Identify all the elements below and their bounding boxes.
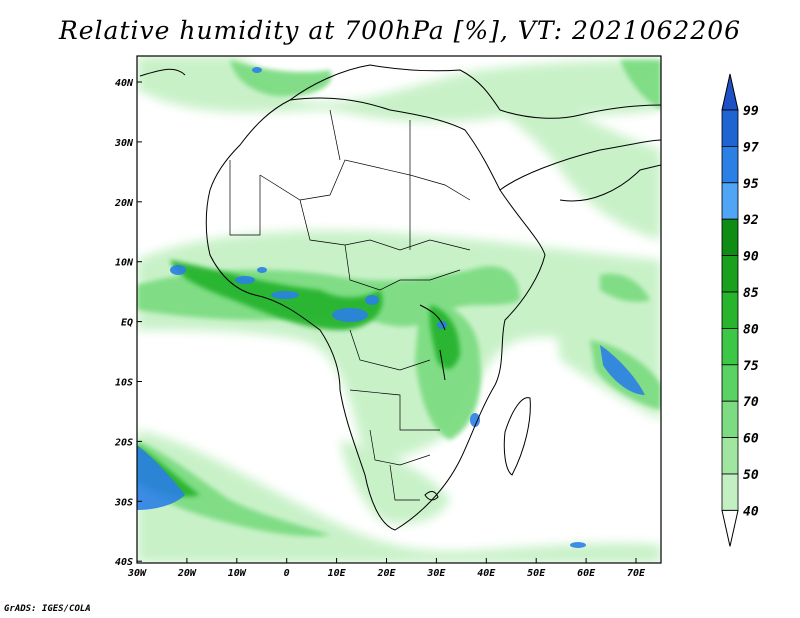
colorbar-label: 99 xyxy=(743,104,759,119)
lon-tick-label: 70E xyxy=(627,568,646,579)
lon-tick-label: 40E xyxy=(477,568,496,579)
colorbar-label: 95 xyxy=(743,177,759,192)
colorbar-label: 92 xyxy=(743,213,759,228)
colorbar-label: 80 xyxy=(743,322,759,337)
colorbar-segment xyxy=(721,400,739,439)
colorbar-label: 50 xyxy=(743,468,759,483)
saturated-patches xyxy=(137,67,645,548)
colorbar-segment xyxy=(721,473,739,511)
humidity-field xyxy=(137,56,661,563)
map-title: Relative humidity at 700hPa [%], VT: 202… xyxy=(58,16,742,45)
lat-tick-label: EQ xyxy=(121,318,133,329)
colorbar: 99 97 95 92 90 85 80 75 70 60 50 40 xyxy=(721,73,759,547)
colorbar-label: 97 xyxy=(743,140,759,155)
colorbar-segment xyxy=(721,182,739,220)
colorbar-segment xyxy=(721,327,739,366)
lon-tick-label: 20E xyxy=(376,568,396,579)
colorbar-segment xyxy=(721,437,739,475)
colorbar-segment xyxy=(721,109,739,147)
lat-tick-label: 40S xyxy=(115,557,133,568)
colorbar-top-arrow xyxy=(721,73,739,111)
colorbar-label: 60 xyxy=(743,432,759,447)
lat-tick-label: 30S xyxy=(114,497,133,508)
lon-tick-label: 0 xyxy=(284,568,290,579)
lon-tick-label: 10W xyxy=(228,568,247,579)
colorbar-segment xyxy=(721,291,739,329)
lon-tick-label: 30E xyxy=(426,568,446,579)
colorbar-segment xyxy=(721,255,739,293)
lon-tick-label: 60E xyxy=(577,568,596,579)
colorbar-segment xyxy=(721,364,739,402)
borders xyxy=(229,109,471,501)
lat-tick-label: 20N xyxy=(114,198,134,209)
coastlines xyxy=(139,64,661,531)
longitude-axis: 30W 20W 10W 0 10E 20E 30E 40E 50E 60E 70E xyxy=(127,558,646,579)
latitude-axis: 40N 30N 20N 10N EQ 10S 20S 30S 40S xyxy=(114,78,142,568)
lon-tick-label: 10E xyxy=(328,568,347,579)
colorbar-label: 85 xyxy=(743,286,759,301)
colorbar-label: 75 xyxy=(743,359,759,374)
lat-tick-label: 10N xyxy=(115,258,134,269)
lat-tick-label: 20S xyxy=(114,437,133,448)
colorbar-label: 70 xyxy=(743,395,759,410)
lat-tick-label: 10S xyxy=(115,378,133,389)
colorbar-bottom-arrow xyxy=(721,509,739,547)
lat-tick-label: 40N xyxy=(115,78,134,89)
map-frame xyxy=(136,55,662,564)
colorbar-label: 90 xyxy=(743,250,759,265)
lon-tick-label: 30W xyxy=(127,568,147,579)
lon-tick-label: 50E xyxy=(527,568,546,579)
colorbar-segment xyxy=(721,218,739,256)
lon-tick-label: 20W xyxy=(177,568,197,579)
credit-text: GrADS: IGES/COLA xyxy=(4,604,91,614)
colorbar-segment xyxy=(721,145,739,184)
lat-tick-label: 30N xyxy=(114,138,134,149)
colorbar-label: 40 xyxy=(743,504,759,519)
